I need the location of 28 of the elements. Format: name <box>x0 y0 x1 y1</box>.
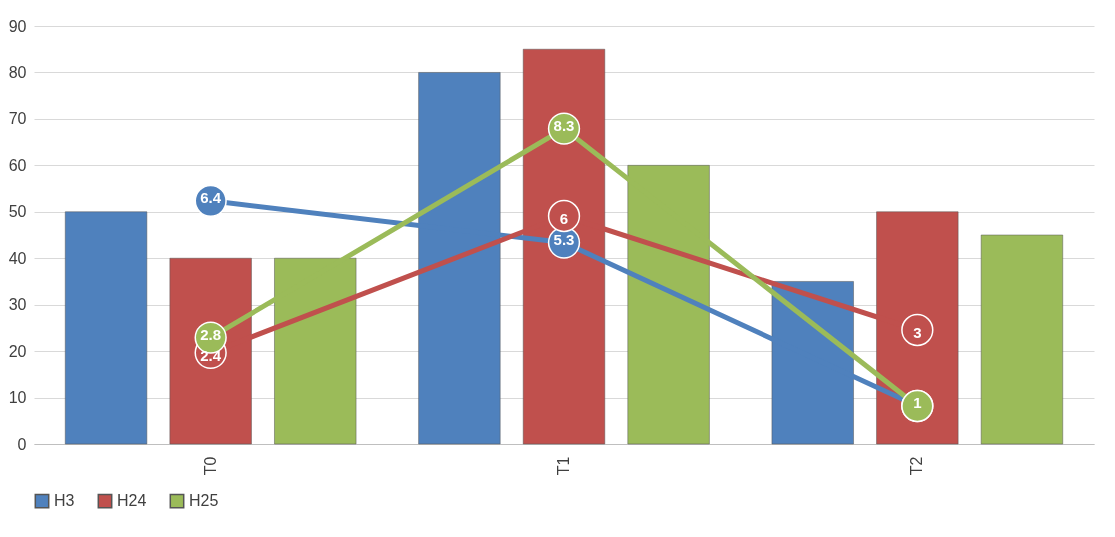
y-tick-label: 90 <box>8 17 27 35</box>
legend-label: H24 <box>117 492 147 510</box>
data-label: 6.4 <box>200 188 222 206</box>
x-tick-label: T2 <box>908 456 926 476</box>
bar <box>980 234 1063 445</box>
point <box>547 199 581 233</box>
y-tick-label: 10 <box>8 389 27 407</box>
x-tick-label: T1 <box>555 456 572 476</box>
data-label: 2.4 <box>200 346 222 364</box>
y-tick-label: 20 <box>8 342 27 360</box>
legend-label: H3 <box>54 492 75 510</box>
data-label: 1 <box>913 394 922 411</box>
y-tick-label: 30 <box>8 296 27 314</box>
bar <box>65 211 148 445</box>
y-tick-label: 60 <box>8 156 27 174</box>
data-label: 5.3 <box>553 230 575 248</box>
data-label: 6 <box>559 210 569 227</box>
data-label: 2.8 <box>200 325 222 343</box>
point <box>901 313 934 347</box>
x-tick-label: T0 <box>201 456 219 476</box>
data-label: 3 <box>913 324 922 341</box>
y-tick-label: 0 <box>17 435 27 453</box>
data-label: 8.3 <box>553 116 575 134</box>
y-tick-label: 70 <box>8 110 27 128</box>
legend-label: H25 <box>189 492 219 510</box>
y-tick-label: 80 <box>8 63 27 81</box>
y-tick-label: 40 <box>8 249 27 267</box>
y-tick-label: 50 <box>8 203 27 221</box>
